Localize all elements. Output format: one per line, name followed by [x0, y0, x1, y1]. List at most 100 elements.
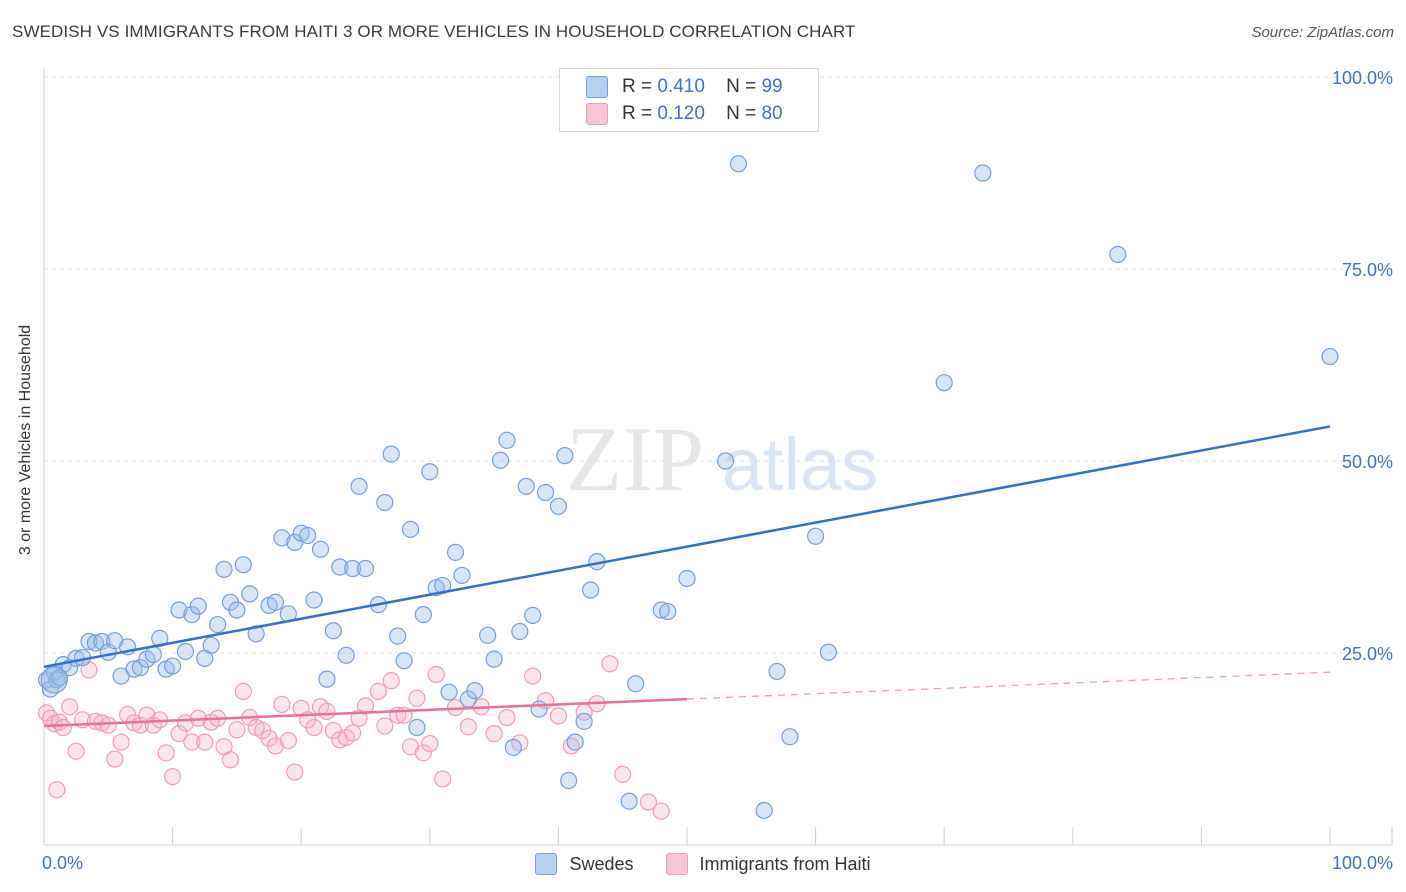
- haiti-point-25: [183, 733, 201, 751]
- swedes-point-large: [40, 666, 68, 694]
- swedes-point-55: [389, 627, 407, 645]
- swedes-point-78: [549, 497, 568, 515]
- series-legend: Swedes Immigrants from Haiti: [0, 850, 1406, 878]
- n-value: 99: [761, 76, 783, 97]
- swedes-point-23: [170, 601, 188, 619]
- haiti-point-55: [382, 672, 400, 690]
- swedes-point-89: [678, 569, 696, 588]
- swedes-point-85: [620, 792, 638, 810]
- swedes-point-42: [299, 526, 317, 545]
- haiti-point-10: [86, 712, 105, 730]
- swedes-point-76: [530, 700, 548, 718]
- haiti-point-70: [524, 667, 542, 685]
- swedes-point-37: [266, 593, 285, 611]
- swedes-legend-swatch: [535, 853, 558, 875]
- n-value: 80: [761, 103, 783, 124]
- haiti-point-62: [427, 665, 445, 684]
- r-value: 0.120: [657, 103, 705, 124]
- swedes-point-49: [344, 559, 362, 578]
- swedes-point-92: [755, 801, 773, 820]
- swedes-point-99: [1109, 245, 1127, 264]
- r-label: R =: [622, 76, 653, 97]
- legend-item-swedes[interactable]: Swedes: [535, 853, 634, 875]
- swedes-point-96: [819, 643, 838, 661]
- swedes-point-63: [440, 683, 458, 701]
- swedes-point-98: [974, 164, 992, 182]
- swedes-point-48: [337, 646, 355, 664]
- swedes-point-69: [485, 650, 503, 668]
- swedes-point-97: [935, 374, 953, 392]
- haiti-point-53: [369, 682, 387, 701]
- swedes-point-88: [659, 602, 677, 621]
- swedes-point-34: [241, 585, 259, 603]
- trend-lines: [43, 425, 1331, 728]
- haiti-point-65: [459, 718, 477, 736]
- y-tick-label-2: 75.0%: [1342, 260, 1393, 280]
- swedes-point-51: [356, 559, 375, 578]
- swedes-point-58: [408, 718, 426, 737]
- y-tick-label-1: 50.0%: [1342, 452, 1393, 472]
- swedes-point-91: [729, 155, 748, 173]
- haiti-point-40: [279, 731, 297, 750]
- swedes-point-82: [575, 712, 593, 730]
- haiti-point-23: [170, 725, 188, 743]
- haiti-point-22: [164, 768, 182, 786]
- haiti-point-68: [498, 708, 516, 727]
- r-label: R =: [622, 103, 653, 124]
- haiti-point-61: [421, 735, 439, 753]
- haiti-point-7: [67, 742, 85, 760]
- swedes-point-68: [479, 626, 497, 644]
- swedes-point-33: [234, 556, 252, 574]
- swedes-point-57: [401, 520, 420, 538]
- swedes-point-59: [414, 605, 432, 624]
- swedes-point-22: [164, 657, 182, 675]
- legend-item-haiti[interactable]: Immigrants from Haiti: [665, 853, 871, 875]
- haiti-trend-line-dashed: [686, 671, 1331, 700]
- haiti-point-14: [112, 733, 130, 751]
- swedes-point-79: [556, 447, 574, 465]
- haiti-point-12: [99, 716, 117, 734]
- swedes-point-74: [517, 477, 535, 495]
- haiti-point-72: [549, 707, 568, 725]
- swedes-point-86: [626, 675, 645, 693]
- haiti-point-18: [138, 706, 156, 724]
- haiti-point-46: [318, 702, 336, 720]
- swedes-point-70: [491, 451, 510, 469]
- swedes-point-77: [536, 483, 555, 502]
- stats-legend: R = 0.410 N = 99 R = 0.120 N = 80: [559, 68, 819, 132]
- haiti-point-39: [273, 695, 291, 714]
- swedes-point-93: [768, 662, 786, 681]
- stats-row-haiti: R = 0.120 N = 80: [586, 102, 783, 126]
- stats-row-swedes: R = 0.410 N = 99: [586, 75, 783, 99]
- x-tick-label-start: 0.0%: [42, 853, 83, 873]
- swedes-point-95: [806, 527, 825, 545]
- haiti-point-50: [344, 724, 362, 742]
- y-tick-label-3: 100.0%: [1332, 68, 1393, 88]
- haiti-point-60: [414, 744, 432, 762]
- swedes-point-24: [176, 642, 195, 661]
- swedes-point-73: [511, 622, 529, 641]
- swedes-point-35: [247, 625, 265, 643]
- swedes-point-45: [318, 670, 336, 688]
- swedes-point-19: [144, 645, 162, 664]
- haiti-point-78: [639, 793, 658, 811]
- swedes-point-75: [524, 606, 542, 624]
- swedes-point-83: [581, 581, 600, 599]
- source-label: Source: ZipAtlas.com: [1251, 24, 1394, 41]
- haiti-point-76: [601, 655, 619, 673]
- haiti-point-67: [485, 725, 503, 743]
- swedes-point-9: [80, 632, 98, 651]
- swedes-trend-line: [43, 425, 1331, 669]
- swedes-point-44: [311, 540, 330, 558]
- tick-labels: 25.0% 50.0% 75.0% 100.0% 0.0% 100.0%: [42, 68, 1393, 873]
- swedes-point-32: [228, 601, 246, 619]
- haiti-point-44: [305, 718, 323, 737]
- haiti-point-32: [228, 721, 246, 739]
- swedes-point-47: [331, 558, 349, 576]
- n-label: N =: [726, 103, 757, 124]
- y-tick-label-0: 25.0%: [1342, 644, 1393, 664]
- swedes-point-50: [350, 477, 368, 495]
- swedes-point-71: [498, 431, 516, 449]
- haiti-point-33: [234, 682, 252, 701]
